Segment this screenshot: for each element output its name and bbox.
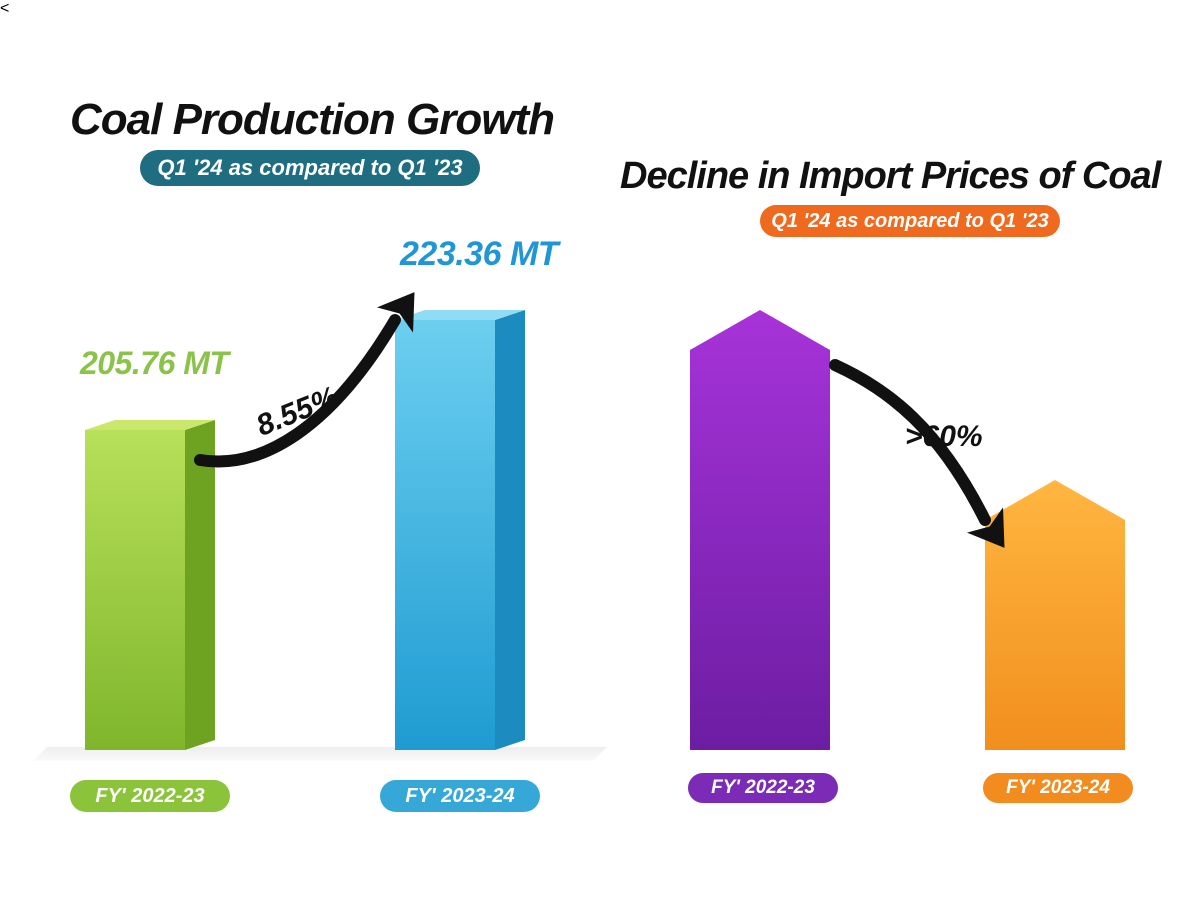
stage: Coal Production Growth Q1 '24 as compare…: [0, 0, 1200, 900]
right-arrow-text: >60%: [905, 420, 983, 454]
right-arrow-icon: [0, 0, 1200, 900]
